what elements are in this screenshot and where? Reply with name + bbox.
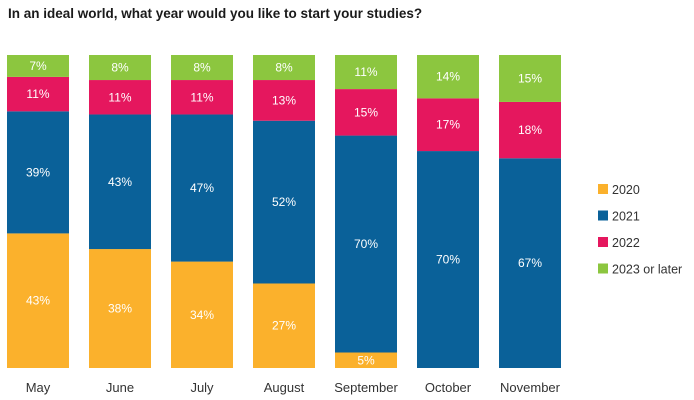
x-tick-label: August <box>264 380 305 395</box>
legend: 2020 2021 2022 2023 or later <box>598 183 682 277</box>
data-label: 70% <box>354 237 378 251</box>
bar-segment-july-2021 <box>171 114 233 262</box>
bar-segment-june-2022 <box>89 80 151 115</box>
data-label: 15% <box>518 71 542 85</box>
legend-swatch <box>598 237 608 247</box>
data-label: 17% <box>436 118 460 132</box>
data-label: 8% <box>275 61 293 75</box>
bar-segment-september-2021 <box>335 135 397 353</box>
legend-label: 2020 <box>612 183 640 197</box>
data-label: 15% <box>354 105 378 119</box>
bar-segment-august-2021 <box>253 120 315 284</box>
data-label: 67% <box>518 256 542 270</box>
data-label: 39% <box>26 165 50 179</box>
legend-label: 2022 <box>612 236 640 250</box>
bar-segment-july-2023-or-later <box>171 55 233 81</box>
legend-swatch <box>598 210 608 221</box>
bar-segment-june-2023-or-later <box>89 55 151 81</box>
bar-segment-may-2023-or-later <box>7 55 69 77</box>
x-tick-label: October <box>425 380 472 395</box>
bar-segment-october-2023-or-later <box>417 55 479 99</box>
data-label: 43% <box>26 294 50 308</box>
bar-segment-june-2021 <box>89 114 151 250</box>
x-tick-label: June <box>106 380 134 395</box>
data-label: 11% <box>26 87 49 101</box>
x-tick-label: November <box>500 380 561 395</box>
bar-segment-may-2020 <box>7 233 69 368</box>
bar-segment-november-2021 <box>499 158 561 368</box>
bar-segment-august-2022 <box>253 80 315 121</box>
data-label: 34% <box>190 308 214 322</box>
x-tick-label: May <box>26 380 51 395</box>
data-label: 47% <box>190 181 214 195</box>
bar-segment-august-2023-or-later <box>253 55 315 81</box>
data-label: 70% <box>436 253 460 267</box>
bar-segment-august-2020 <box>253 283 315 368</box>
data-label: 13% <box>272 93 296 107</box>
bar-segment-september-2022 <box>335 89 397 136</box>
legend-label: 2023 or later <box>612 263 682 277</box>
legend-swatch <box>598 263 608 274</box>
x-tick-label: September <box>334 380 398 395</box>
bar-segment-july-2022 <box>171 80 233 115</box>
bar-segment-july-2020 <box>171 261 233 368</box>
data-label: 8% <box>193 61 211 75</box>
bar-segment-june-2020 <box>89 249 151 368</box>
legend-label: 2021 <box>612 210 640 224</box>
bar-segment-may-2021 <box>7 111 69 234</box>
data-label: 14% <box>436 70 460 84</box>
bar-segment-october-2021 <box>417 151 479 368</box>
chart-title: In an ideal world, what year would you l… <box>8 6 423 21</box>
bar-segment-november-2023-or-later <box>499 55 561 102</box>
data-label: 11% <box>108 90 131 104</box>
bar-segment-september-2023-or-later <box>335 55 397 90</box>
bars-group: 43% 39% 11% 7% 38% 43% 11% 8% 34% 47% 11% 8% 27% 52% 1… <box>7 55 561 368</box>
data-label: 7% <box>29 59 47 73</box>
x-tick-label: July <box>190 380 214 395</box>
legend-swatch <box>598 184 608 194</box>
data-label: 43% <box>108 175 132 189</box>
bar-segment-october-2022 <box>417 98 479 152</box>
bar-segment-november-2022 <box>499 101 561 159</box>
bar-segment-september-2020 <box>335 352 397 368</box>
data-label: 8% <box>111 61 129 75</box>
category-labels: May June July August September October Novembe… <box>26 380 561 395</box>
data-label: 5% <box>357 353 375 367</box>
data-label: 52% <box>272 195 296 209</box>
data-label: 38% <box>108 302 132 316</box>
bar-segment-may-2022 <box>7 76 69 112</box>
data-label: 11% <box>190 90 213 104</box>
data-label: 27% <box>272 319 296 333</box>
data-label: 18% <box>518 123 542 137</box>
data-label: 11% <box>354 65 377 79</box>
